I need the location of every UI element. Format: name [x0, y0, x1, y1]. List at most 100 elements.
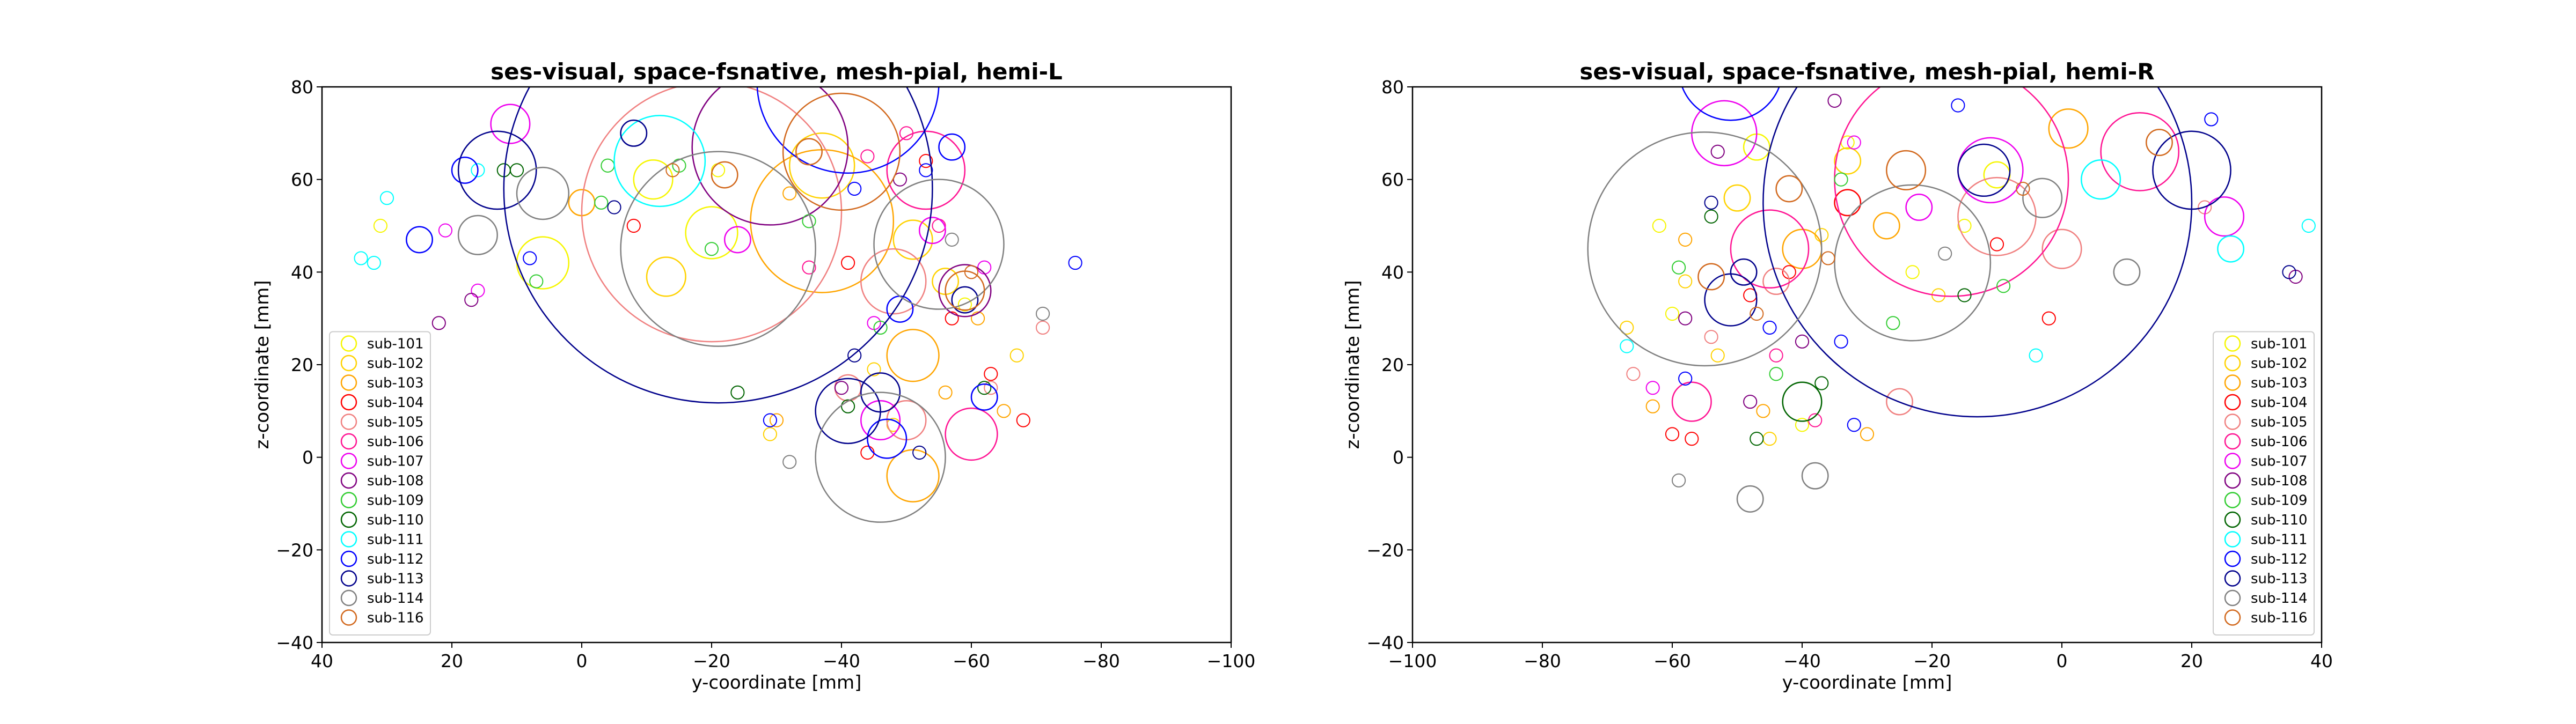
legend-marker — [340, 570, 357, 587]
data-point-sub-111 — [379, 191, 394, 205]
data-point-sub-114 — [1036, 306, 1050, 321]
data-point-sub-116 — [782, 92, 901, 211]
legend-label: sub-116 — [367, 610, 424, 626]
legend-marker — [2224, 394, 2241, 411]
data-point-sub-109 — [1834, 172, 1848, 187]
data-point-sub-110 — [1814, 376, 1829, 390]
legend-marker — [340, 531, 357, 548]
y-axis-ticks-left: −40 −20 0 20 40 60 80 — [276, 77, 322, 653]
data-point-sub-107 — [1645, 381, 1660, 395]
legend-marker — [2224, 335, 2241, 352]
legend-label: sub-110 — [2251, 512, 2308, 528]
legend-label: sub-106 — [2251, 434, 2308, 450]
data-point-sub-101 — [1665, 306, 1680, 321]
data-marks-left — [354, 87, 1082, 523]
data-point-sub-110 — [1957, 288, 1972, 302]
data-point-sub-107 — [471, 283, 485, 298]
y-tick-label: 60 — [1381, 169, 1404, 190]
data-point-sub-105 — [1762, 268, 1790, 295]
data-point-sub-112 — [763, 413, 778, 427]
legend-label: sub-112 — [2251, 551, 2308, 567]
y-axis-ticks-right: −40 −20 0 20 40 60 80 — [1366, 77, 1413, 653]
data-point-sub-101 — [1957, 218, 1972, 233]
data-point-sub-113 — [847, 348, 862, 363]
data-point-sub-102 — [1710, 348, 1725, 363]
data-point-sub-104 — [1834, 189, 1862, 217]
legend-right: sub-101 sub-102 sub-103 sub-104 sub-105 sub-1… — [2213, 331, 2315, 636]
plot-area-right — [1411, 86, 2323, 644]
data-point-sub-116 — [1821, 251, 1835, 265]
data-point-sub-113 — [503, 87, 933, 404]
data-point-sub-102 — [892, 219, 933, 260]
x-tick-label: −100 — [1388, 651, 1437, 671]
legend-marker — [2224, 453, 2241, 469]
data-point-sub-114 — [1736, 485, 1764, 513]
data-point-sub-111 — [2029, 348, 2043, 363]
data-point-sub-102 — [1009, 348, 1024, 363]
data-point-sub-110 — [841, 399, 855, 413]
data-point-sub-116 — [1775, 175, 1803, 203]
data-point-sub-114 — [1587, 131, 1823, 367]
legend-marker — [2224, 492, 2241, 508]
data-point-sub-108 — [1678, 311, 1693, 326]
data-point-sub-102 — [867, 362, 881, 376]
y-tick-label: 80 — [1381, 77, 1404, 98]
legend-label: sub-104 — [2251, 395, 2308, 411]
data-point-sub-108 — [691, 87, 849, 226]
data-point-sub-112 — [847, 181, 862, 196]
data-point-sub-103 — [1756, 404, 1770, 418]
chart-title-left: ses-visual, space-fsnative, mesh-pial, h… — [491, 58, 1063, 85]
data-point-sub-105 — [1036, 320, 1050, 335]
legend-label: sub-107 — [2251, 454, 2308, 470]
x-tick-label: 20 — [441, 651, 463, 671]
data-point-sub-114 — [873, 179, 1005, 310]
x-tick-label: −40 — [823, 651, 860, 671]
legend-marker — [2224, 550, 2241, 567]
data-point-sub-109 — [601, 158, 615, 173]
legend-marker — [340, 335, 357, 352]
data-point-sub-105 — [1886, 388, 1913, 416]
data-point-sub-109 — [1996, 279, 2011, 293]
legend-label: sub-107 — [367, 454, 424, 470]
data-point-sub-112 — [867, 418, 908, 459]
x-tick-label: −60 — [1653, 651, 1691, 671]
x-axis-ticks-right: −100 −80 −60 −40 −20 0 20 40 — [1388, 642, 2333, 671]
data-point-sub-107 — [977, 260, 992, 275]
legend-marker — [2224, 609, 2241, 626]
data-point-sub-106 — [886, 130, 966, 210]
x-tick-label: −100 — [1207, 651, 1256, 671]
data-point-sub-106 — [860, 149, 875, 164]
data-point-sub-111 — [2081, 159, 2121, 200]
x-tick-label: 0 — [576, 651, 588, 671]
data-point-sub-106 — [1834, 87, 2069, 297]
data-point-sub-106 — [1671, 381, 1712, 422]
y-tick-label: −20 — [1366, 540, 1404, 560]
data-point-sub-116 — [795, 138, 823, 166]
y-tick-label: 0 — [1393, 447, 1404, 468]
data-point-sub-104 — [1685, 432, 1699, 446]
legend-marker — [2224, 589, 2241, 607]
data-point-sub-102 — [1620, 320, 1634, 335]
y-axis-label-right: z-coordinate [mm] — [1342, 280, 1364, 449]
data-point-sub-101 — [1652, 218, 1666, 233]
legend-marker — [340, 609, 357, 626]
data-point-sub-108 — [1795, 334, 1810, 349]
data-point-sub-107 — [2204, 196, 2245, 237]
legend-marker — [2224, 374, 2241, 391]
data-point-sub-107 — [860, 400, 901, 441]
data-point-sub-101 — [373, 218, 388, 233]
data-point-sub-101 — [633, 159, 674, 200]
data-point-sub-116 — [1750, 306, 1764, 321]
legend-marker — [340, 589, 357, 607]
x-tick-label: −80 — [1082, 651, 1120, 671]
legend-label: sub-109 — [367, 493, 424, 509]
data-point-sub-113 — [457, 130, 537, 210]
data-point-sub-108 — [1743, 394, 1758, 409]
data-point-sub-106 — [932, 218, 946, 233]
data-point-sub-112 — [756, 87, 940, 174]
data-point-sub-114 — [1801, 462, 1829, 490]
data-point-sub-105 — [1704, 330, 1718, 344]
data-point-sub-108 — [938, 264, 992, 317]
data-point-sub-105 — [860, 248, 927, 315]
legend-label: sub-111 — [367, 532, 424, 548]
